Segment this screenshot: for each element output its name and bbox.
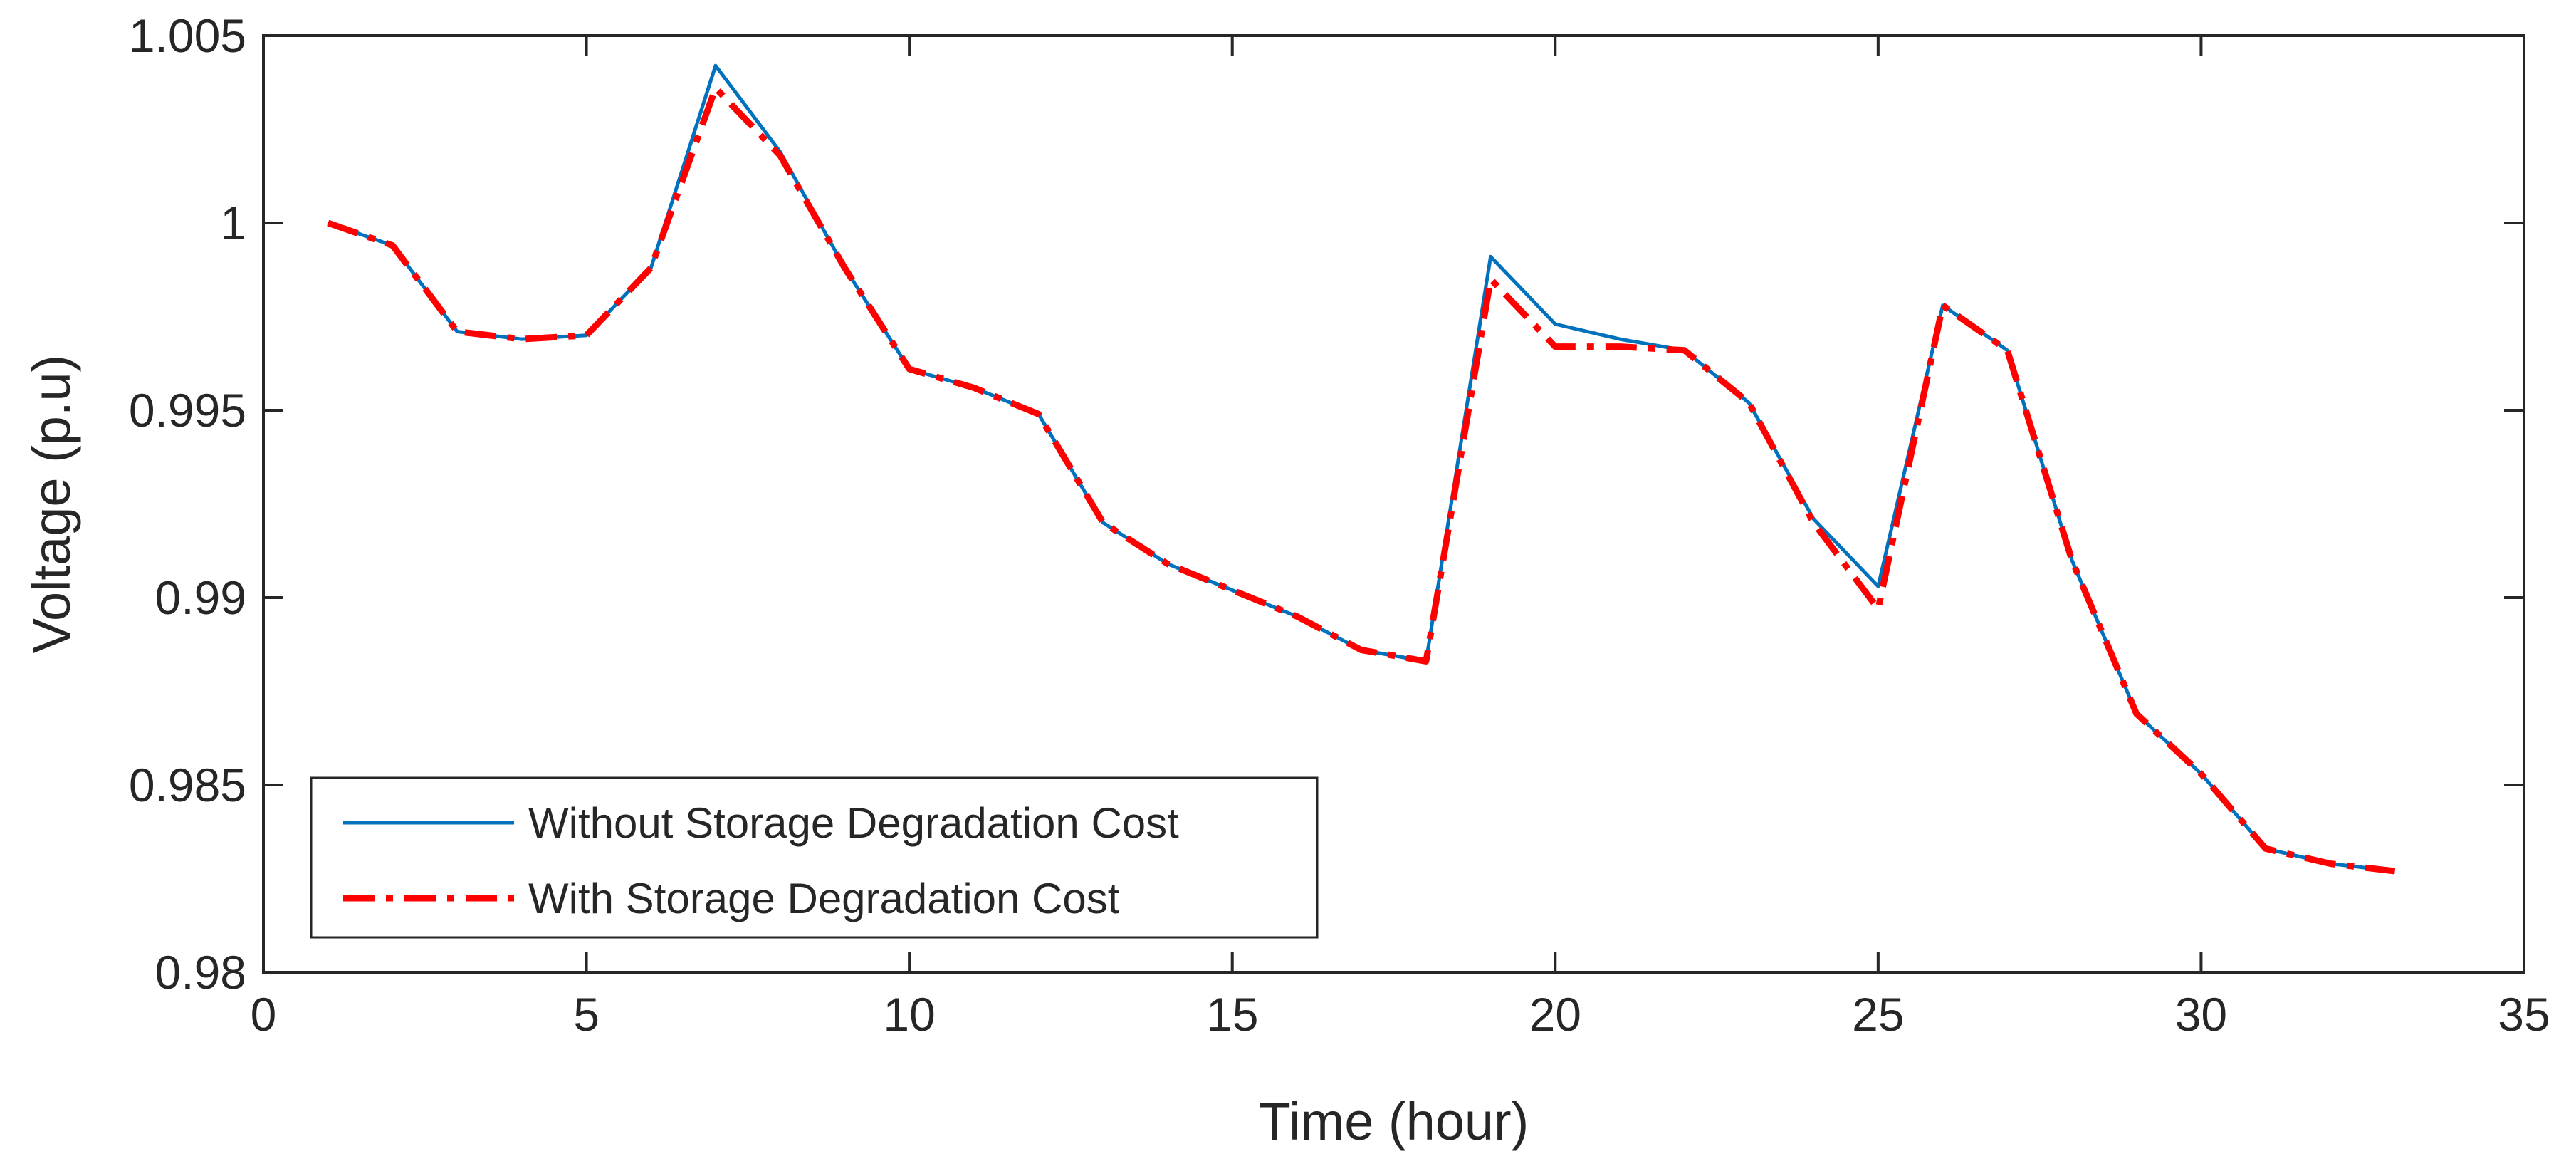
x-tick-label: 15 [1206,988,1258,1041]
x-tick-label: 20 [1529,988,1581,1041]
axes-box [262,34,2525,974]
series-line-with-degradation [327,85,2396,875]
y-axis-label: Voltage (p.u) [22,355,81,654]
x-tick-label: 5 [573,988,600,1041]
x-axis: 0 5 10 15 20 25 30 35 [251,36,2550,1041]
x-tick-label: 0 [251,988,277,1041]
y-tick-label: 0.985 [129,759,246,811]
y-tick-label: 1 [220,197,246,249]
legend: Without Storage Degradation Cost With St… [310,776,1319,939]
x-tick-label: 10 [883,988,935,1041]
legend-box [310,776,1319,939]
x-axis-label: Time (hour) [1259,1092,1529,1151]
legend-label-without-degradation: Without Storage Degradation Cost [528,799,1179,847]
y-tick-label: 1.005 [129,9,246,62]
y-axis: 0.98 0.985 0.99 0.995 1 1.005 [129,9,2524,999]
y-tick-label: 0.99 [155,571,246,624]
x-tick-label: 30 [2175,988,2227,1041]
x-tick-label: 35 [2498,988,2550,1041]
legend-label-with-degradation: With Storage Degradation Cost [528,875,1120,922]
x-tick-label: 25 [1852,988,1904,1041]
y-tick-label: 0.995 [129,384,246,437]
series-layer [327,63,2396,875]
y-tick-label: 0.98 [155,946,246,999]
